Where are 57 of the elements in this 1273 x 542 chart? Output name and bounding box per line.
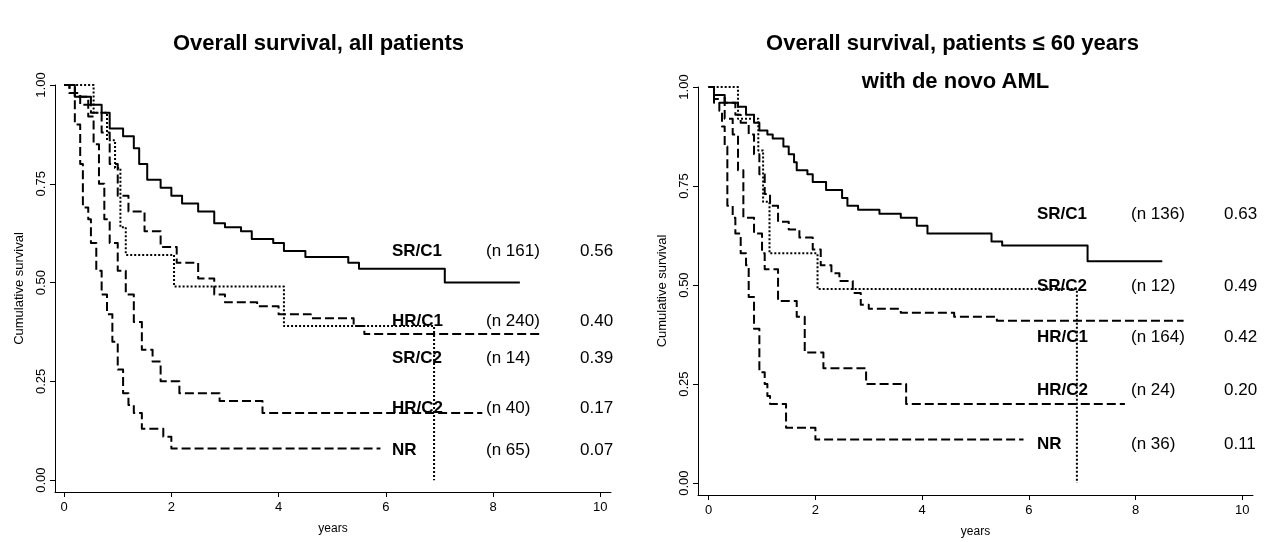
annotation: (n 164) — [1130, 326, 1185, 346]
y-tick-label: 0.00 — [675, 470, 691, 496]
x-tick-label: 10 — [593, 499, 608, 514]
annotation: (n 14) — [486, 347, 531, 367]
x-tick-label: 10 — [1234, 502, 1250, 517]
annotation: 0.20 — [1223, 379, 1257, 399]
annotation: 0.63 — [1223, 203, 1257, 223]
series-label: SR/C2 — [1036, 275, 1087, 295]
y-axis-title: Cumulative survival — [653, 234, 669, 348]
series-label: NR — [1036, 433, 1062, 453]
chart-title: Overall survival, patients ≤ 60 years with de novo AML — [765, 29, 1145, 93]
y-tick-label: 0.50 — [33, 269, 48, 296]
y-tick-label: 0.75 — [675, 173, 691, 199]
series-label: HR/C1 — [392, 310, 444, 330]
annotation: 0.17 — [580, 397, 614, 417]
x-tick-label: 2 — [811, 502, 819, 517]
x-tick-label: 8 — [1131, 502, 1139, 517]
series-label: SR/C1 — [392, 240, 443, 260]
annotation: 0.07 — [580, 439, 614, 459]
annotation: (n 136) — [1130, 203, 1185, 223]
x-tick-label: 0 — [60, 499, 68, 514]
y-axis-title: Cumulative survival — [11, 232, 26, 345]
annotation: 0.40 — [580, 310, 614, 330]
y-tick-label: 0.50 — [675, 272, 691, 298]
annotation: 0.11 — [1223, 433, 1256, 453]
x-axis-title: years — [960, 524, 990, 538]
annotation: 0.39 — [580, 347, 614, 367]
x-axis-title: years — [318, 521, 348, 535]
annotation: (n 65) — [486, 439, 531, 459]
y-tick-label: 0.75 — [33, 171, 48, 197]
x-tick-label: 8 — [489, 499, 497, 514]
annotation: (n 240) — [486, 310, 540, 330]
x-tick-label: 2 — [167, 499, 175, 514]
x-tick-label: 4 — [274, 499, 283, 514]
x-tick-label: 6 — [382, 499, 390, 514]
x-tick-label: 0 — [704, 502, 712, 517]
chart-title: Overall survival, all patients — [172, 29, 465, 55]
y-tick-label: 1.00 — [675, 74, 691, 100]
series-label: HR/C2 — [1036, 379, 1088, 399]
annotation: 0.56 — [580, 240, 614, 260]
series-label: NR — [392, 439, 417, 459]
annotation: 0.49 — [1223, 275, 1257, 295]
annotation: (n 24) — [1130, 379, 1175, 399]
annotation: (n 40) — [486, 397, 531, 417]
annotation: 0.42 — [1223, 326, 1257, 346]
series-label: SR/C2 — [392, 347, 443, 367]
x-tick-label: 6 — [1024, 502, 1032, 517]
series-label: HR/C1 — [1036, 326, 1088, 346]
annotation: (n 12) — [1130, 275, 1175, 295]
y-tick-label: 0.00 — [33, 467, 48, 493]
annotation: (n 36) — [1130, 433, 1175, 453]
x-tick-label: 4 — [918, 502, 926, 517]
y-tick-label: 1.00 — [33, 72, 48, 98]
annotation: (n 161) — [486, 240, 540, 260]
series-label: SR/C1 — [1036, 203, 1087, 223]
y-tick-label: 0.25 — [33, 368, 48, 395]
y-tick-label: 0.25 — [675, 371, 691, 397]
